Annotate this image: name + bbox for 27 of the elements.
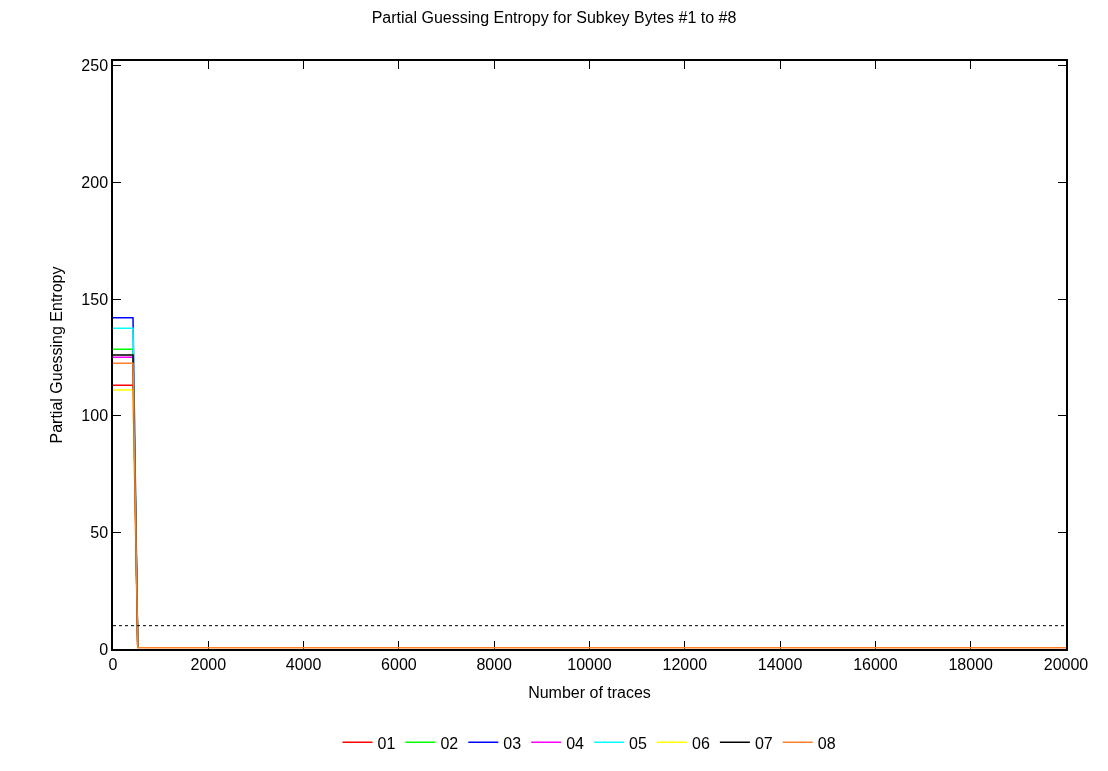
- x-tick-label: 6000: [381, 655, 417, 673]
- legend-label: 05: [629, 734, 647, 752]
- y-axis-title: Partial Guessing Entropy: [47, 266, 65, 444]
- legend-label: 03: [503, 734, 522, 752]
- x-axis-title: Number of traces: [528, 684, 651, 702]
- x-tick-label: 2000: [190, 655, 227, 673]
- x-tick-label: 20000: [1043, 655, 1089, 673]
- x-tick-label: 12000: [662, 655, 708, 673]
- y-tick-label: 0: [99, 640, 109, 658]
- x-tick-label: 14000: [757, 655, 803, 673]
- x-tick-label: 16000: [853, 655, 898, 673]
- legend-label: 01: [377, 734, 396, 752]
- x-tick-label: 8000: [476, 655, 513, 673]
- chart-title: Partial Guessing Entropy for Subkey Bytes #1 to #8: [371, 8, 737, 26]
- legend-label: 06: [691, 734, 710, 752]
- x-tick-label: 4000: [285, 655, 322, 673]
- y-tick-label: 200: [81, 173, 109, 191]
- legend-label: 08: [817, 734, 836, 752]
- y-tick-label: 100: [81, 407, 109, 425]
- legend-label: 02: [440, 734, 459, 752]
- legend-label: 07: [754, 734, 773, 752]
- legend-label: 04: [566, 734, 585, 752]
- y-tick-label: 150: [81, 290, 109, 308]
- y-tick-label: 250: [81, 57, 109, 75]
- x-tick-label: 10000: [567, 655, 612, 673]
- x-tick-label: 18000: [948, 655, 994, 673]
- y-tick-label: 50: [90, 523, 109, 541]
